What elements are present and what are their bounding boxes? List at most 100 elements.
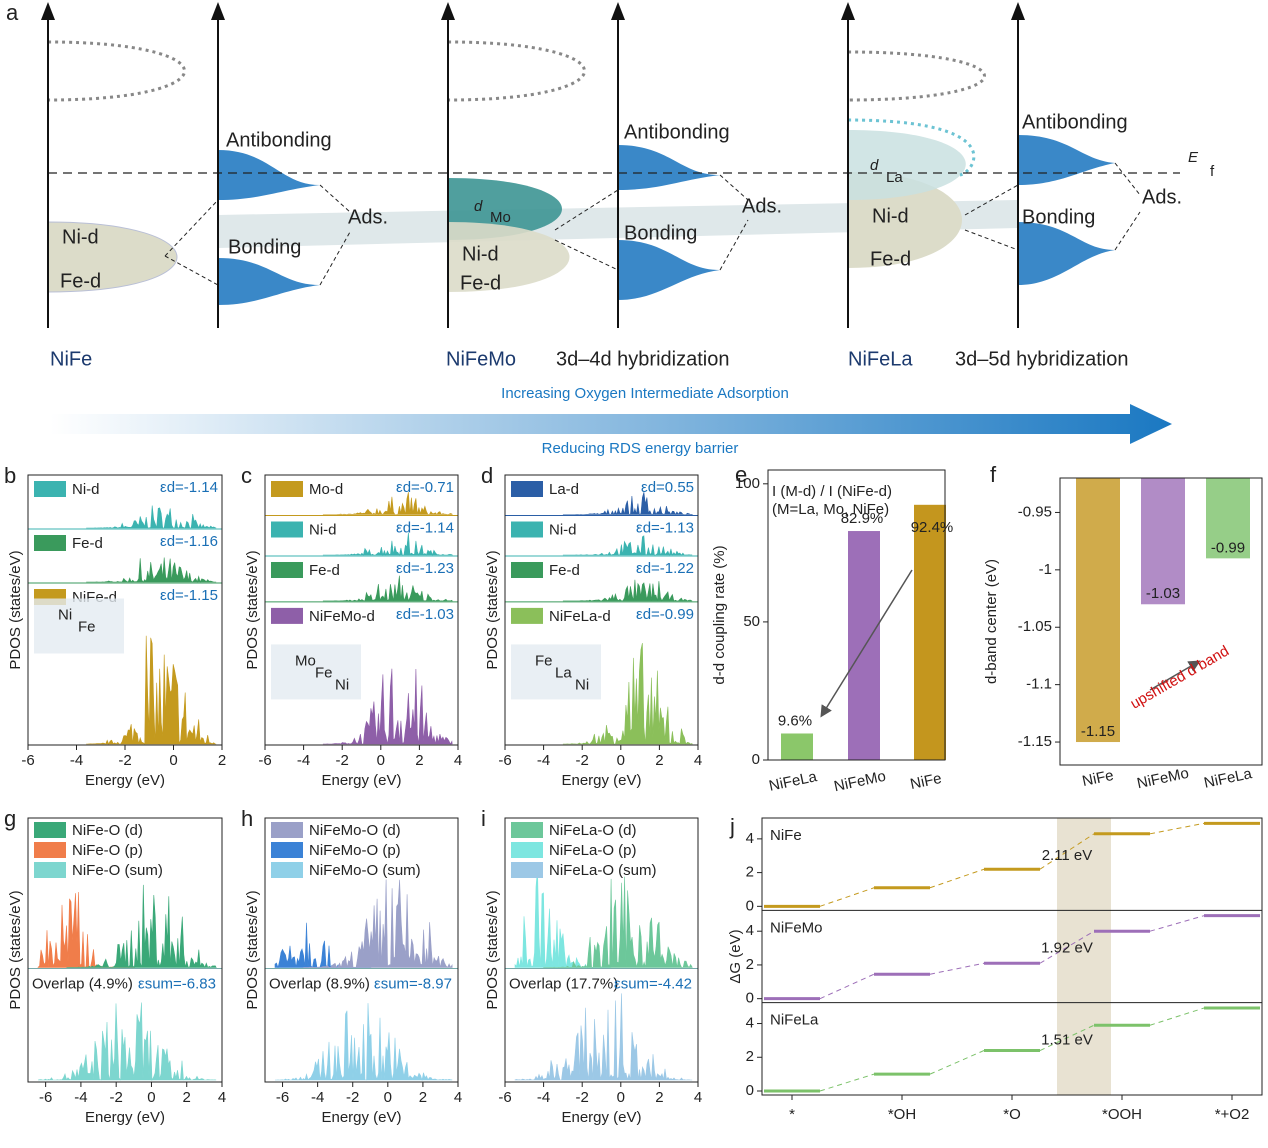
x-tick-label: *O [1003, 1106, 1021, 1123]
pdos-spectrum [86, 557, 217, 583]
pdos-spectrum [66, 884, 217, 969]
series-label: NiFeMo [770, 919, 823, 936]
pdos-spectrum [274, 922, 372, 969]
panel-label: a [6, 0, 19, 25]
legend-label: Mo-d [309, 481, 343, 498]
pdos-spectrum [322, 532, 453, 557]
y-tick-label: -1.05 [1018, 618, 1052, 635]
legend-label: NiFe-O (d) [72, 822, 143, 839]
legend-label: NiFe-O (p) [72, 842, 143, 859]
inset-label: Mo [295, 652, 316, 669]
x-tick-label: NiFeMo [832, 768, 887, 796]
value-label: -1.15 [1081, 723, 1115, 740]
x-tick-label: 0 [617, 752, 625, 769]
pdos-spectrum [562, 643, 693, 745]
inset-label: La [555, 664, 572, 681]
connector [929, 1050, 985, 1075]
epsilon-label: εd=-1.14 [160, 479, 218, 496]
y-tick-label: -1.15 [1018, 733, 1052, 750]
legend-label: Ni-d [72, 481, 100, 498]
epsilon-label: εd=-1.03 [396, 606, 454, 623]
epsilon-label: εsum=-8.97 [374, 975, 452, 992]
barrier-label: 1.51 eV [1041, 1032, 1093, 1049]
x-tick-label: -6 [258, 752, 271, 769]
plot-frame [1059, 477, 1263, 766]
legend-label: Ni-d [309, 521, 337, 538]
x-tick-label: -4 [70, 752, 83, 769]
legend-swatch [271, 521, 303, 538]
y-axis-label: d-d coupling rate (%) [711, 545, 728, 684]
fermi-label: E [1188, 149, 1199, 166]
y-tick-label: -1 [1039, 561, 1052, 578]
y-axis-label: ΔG (eV) [727, 929, 744, 983]
barrier-label: 2.11 eV [1042, 847, 1093, 864]
highlight-band [1057, 818, 1111, 1095]
legend-label: NiFeMo-O (p) [309, 842, 401, 859]
arrow-label: Increasing Oxygen Intermediate Adsorptio… [501, 385, 789, 402]
x-tick-label: 2 [415, 752, 423, 769]
x-tick-label: 2 [655, 752, 663, 769]
d-la-sub: La [886, 169, 903, 186]
bar [848, 531, 880, 760]
legend-swatch [271, 822, 303, 838]
x-tick-label: 0 [169, 752, 177, 769]
panel-a: a Antibonding Antibonding Antibonding Bo… [6, 0, 1215, 457]
x-tick-label: -6 [39, 1089, 52, 1106]
x-tick-label: 4 [694, 752, 702, 769]
overlap-label: Overlap (17.7%) [509, 975, 618, 992]
legend-swatch [511, 562, 543, 578]
y-tick-label: 2 [746, 956, 754, 973]
pdos-spectrum [37, 1002, 217, 1082]
inset-label: Ni [58, 606, 72, 623]
legend-label: NiFe-O (sum) [72, 862, 163, 879]
axes [47, 8, 1019, 328]
bonding-label: Bonding [1022, 206, 1095, 228]
x-tick-label: -6 [498, 752, 511, 769]
bonding-label: Bonding [228, 236, 301, 258]
pdos-spectrum [322, 492, 453, 516]
ads-label: Ads. [348, 206, 388, 228]
plot-frame [504, 474, 699, 746]
panel-label: i [481, 806, 486, 831]
x-axis-label: Energy (eV) [561, 1109, 641, 1126]
plot-frame [761, 817, 1263, 1096]
connector [1039, 1024, 1095, 1051]
connectors [164, 162, 1141, 286]
legend-label: NiFeMo-d [309, 608, 375, 625]
d-la-label: d [870, 157, 879, 174]
gradient-arrow [50, 404, 1172, 444]
ads-label: Ads. [742, 195, 782, 217]
inset-label: Fe [78, 618, 96, 635]
y-tick-label: 0 [752, 751, 760, 768]
dotted-lobe [447, 40, 586, 102]
epsilon-label: εd=-1.23 [396, 560, 454, 577]
pdos-spectrum [275, 1003, 453, 1082]
pdos-spectrum [562, 579, 693, 602]
panel-label: j [729, 814, 735, 839]
connector [819, 887, 875, 907]
panel-label: f [990, 462, 997, 487]
bonding-label: Bonding [624, 222, 697, 244]
x-tick-label: NiFeLa [1202, 765, 1253, 792]
ni-d-label: Ni-d [872, 205, 909, 227]
pdos-spectrum [514, 993, 693, 1081]
x-tick-label: * [789, 1106, 795, 1123]
panel-label: b [4, 463, 16, 488]
annotation: upshifted d band [1127, 642, 1232, 712]
legend-swatch [511, 842, 543, 858]
epsilon-label: εsum=-6.83 [138, 975, 216, 992]
series-label: NiFe [770, 827, 802, 844]
y-axis-label: PDOS (states/eV) [7, 890, 24, 1009]
x-tick-label: -4 [311, 1089, 324, 1106]
x-tick-label: 4 [454, 1089, 462, 1106]
legend-swatch [511, 822, 543, 838]
legend-swatch [34, 842, 66, 858]
inset-label: Ni [335, 676, 349, 693]
x-tick-label: -4 [297, 752, 310, 769]
x-tick-label: *+O2 [1215, 1106, 1250, 1123]
ni-d-label: Ni-d [62, 226, 99, 248]
connector [1149, 822, 1205, 835]
legend-swatch [271, 862, 303, 878]
d-mo-label: d [474, 198, 483, 215]
